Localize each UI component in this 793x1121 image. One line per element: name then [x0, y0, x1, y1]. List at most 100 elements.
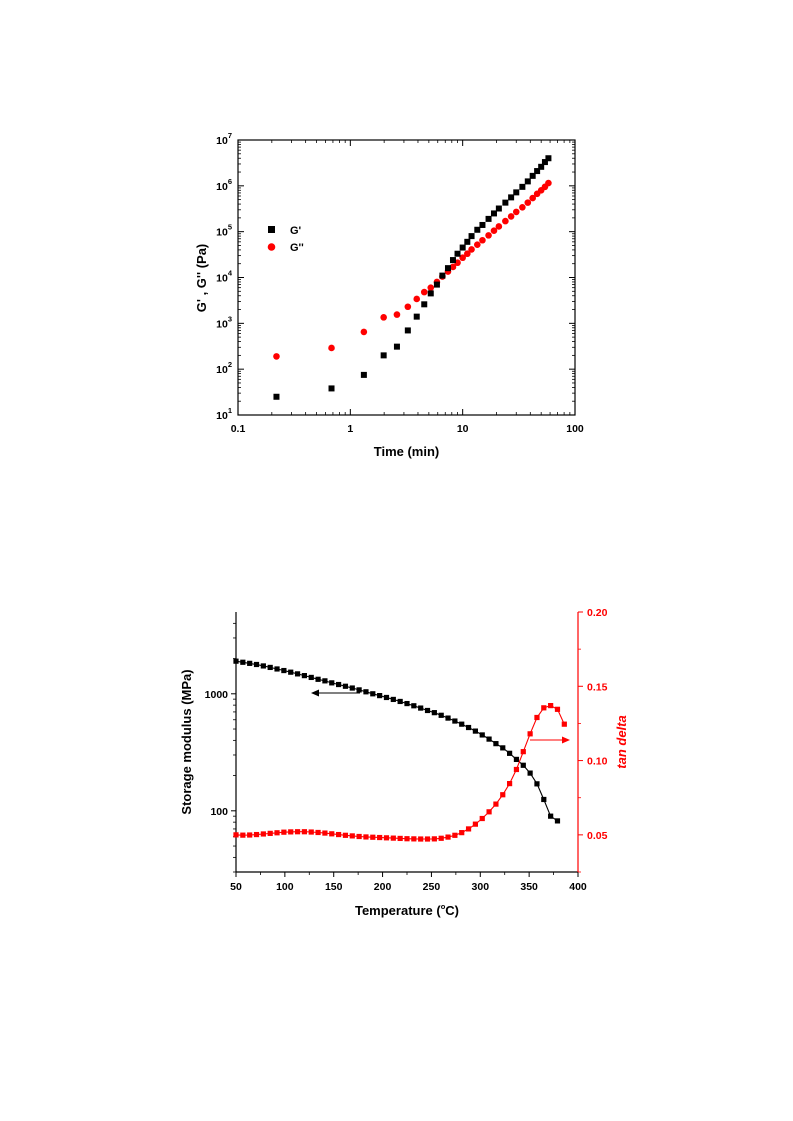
g-double-prime-point: [459, 254, 466, 262]
chart-1-y-tick-label: 102: [216, 360, 232, 376]
g-prime-point: [519, 183, 526, 190]
chart-2-y2-tick-label: 0.20: [587, 607, 608, 619]
tan-delta-point: [431, 836, 437, 842]
g-double-prime-point: [413, 295, 421, 303]
g-double-prime-point: [360, 328, 368, 336]
g-prime-point: [439, 272, 446, 279]
chart-1-y-tick-label: 103: [216, 314, 232, 330]
chart-2-x-tick-label: 50: [230, 881, 242, 893]
chart-2-arrow-left-annotation: [311, 689, 360, 697]
chart-2-x-tick-label: 200: [374, 881, 392, 893]
g-double-prime-point: [507, 213, 515, 220]
g-prime-point: [404, 327, 411, 334]
storage-modulus-point: [383, 694, 390, 701]
chart-1-y-tick-label: 105: [216, 223, 232, 239]
storage-modulus-point: [349, 685, 355, 691]
storage-modulus-point: [356, 687, 362, 693]
g-prime-point: [541, 159, 548, 166]
chart-2-y2-ticks: 0.05 0.10 0.15 0.20: [578, 607, 608, 873]
tan-delta-point: [418, 836, 424, 842]
chart-1-points: [273, 155, 552, 400]
storage-modulus-point: [472, 728, 478, 734]
chart-1-legend: G' G'': [267, 225, 304, 254]
storage-modulus-point: [465, 724, 472, 731]
chart-1-x-ticks: 0.1 1 10 100: [231, 140, 584, 435]
chart-1-y-axis-title: G' , G'' (Pa): [194, 244, 209, 313]
g-prime-point: [485, 215, 492, 222]
tan-delta-point: [356, 833, 362, 840]
g-prime-point: [468, 233, 475, 240]
storage-modulus-point: [520, 762, 526, 768]
storage-modulus-point: [294, 671, 301, 677]
chart-1-plot-frame: [237, 139, 576, 416]
storage-modulus-point: [507, 750, 513, 756]
legend-marker-g-double-prime: [267, 243, 276, 251]
tan-delta-point: [513, 766, 520, 773]
tan-delta-point: [301, 829, 307, 835]
tan-delta-point: [294, 829, 301, 835]
tan-delta-point: [445, 834, 451, 840]
chart-2-dma: 50 100 150 200 250 300 350 400 100 1000 0.05 0.10…: [179, 607, 629, 918]
chart-2-y-ticks: 100 1000: [205, 622, 236, 873]
chart-2-x-ticks: 50 100 150 200 250 300 350 400: [230, 872, 587, 893]
storage-modulus-point: [322, 678, 328, 684]
chart-2-x-axis-title: Temperature (oC): [355, 902, 459, 918]
g-prime-point: [529, 172, 536, 179]
chart-2-y-axis-title: Storage modulus (MPa): [179, 669, 194, 814]
storage-modulus-point: [513, 756, 520, 763]
tan-delta-point: [507, 781, 513, 787]
chart-2-y2-tick-label: 0.10: [587, 756, 608, 768]
g-double-prime-point: [468, 246, 475, 253]
storage-modulus-point: [336, 681, 342, 688]
storage-modulus-point: [527, 770, 533, 776]
storage-modulus-point: [315, 676, 321, 682]
tan-delta-point: [267, 830, 273, 836]
storage-modulus-point: [404, 700, 410, 707]
legend-marker-g-prime: [268, 226, 275, 233]
g-prime-point: [449, 257, 456, 264]
chart-2-y2-axis-title: tan delta: [614, 715, 629, 768]
g-prime-point: [433, 281, 440, 288]
chart-1-x-tick-label: 10: [457, 423, 469, 435]
tan-delta-point: [411, 836, 417, 842]
chart-2-x-tick-label: 400: [569, 881, 587, 893]
legend-label-g-double-prime: G'': [290, 242, 304, 254]
storage-modulus-point: [288, 669, 294, 675]
tan-delta-point: [383, 835, 390, 841]
g-prime-point: [502, 199, 509, 206]
g-prime-point: [459, 244, 466, 251]
g-prime-point: [534, 168, 541, 175]
storage-modulus-point: [260, 663, 266, 669]
g-prime-point: [495, 205, 502, 212]
storage-modulus-point: [308, 674, 314, 681]
storage-modulus-point: [548, 813, 554, 819]
storage-modulus-point: [500, 745, 506, 751]
storage-modulus-point: [479, 732, 485, 738]
chart-2-y-tick-label: 1000: [205, 689, 229, 701]
g-prime-point: [360, 371, 367, 378]
g-prime-point: [513, 189, 520, 196]
tan-delta-point: [274, 830, 280, 836]
g-prime-point: [380, 352, 387, 359]
tan-delta-point: [493, 801, 499, 807]
g-double-prime-point: [328, 344, 335, 352]
tan-delta-point: [288, 829, 294, 835]
tan-delta-point: [322, 830, 328, 836]
storage-modulus-point: [240, 659, 246, 665]
chart-1-y-tick-label: 104: [216, 269, 233, 285]
g-prime-point: [413, 313, 420, 320]
tan-delta-point: [308, 829, 314, 835]
g-double-prime-point: [449, 263, 457, 271]
tan-delta-point: [479, 815, 485, 822]
g-prime-point: [328, 385, 335, 392]
storage-modulus-point: [541, 796, 547, 803]
g-double-prime-point: [485, 232, 492, 239]
chart-1-y-tick-label: 106: [216, 177, 232, 193]
tan-delta-point: [315, 829, 321, 836]
tan-delta-point: [486, 809, 492, 815]
g-prime-point: [508, 194, 515, 201]
tan-delta-point: [281, 829, 287, 835]
storage-modulus-point: [486, 736, 492, 742]
storage-modulus-point: [342, 683, 349, 689]
